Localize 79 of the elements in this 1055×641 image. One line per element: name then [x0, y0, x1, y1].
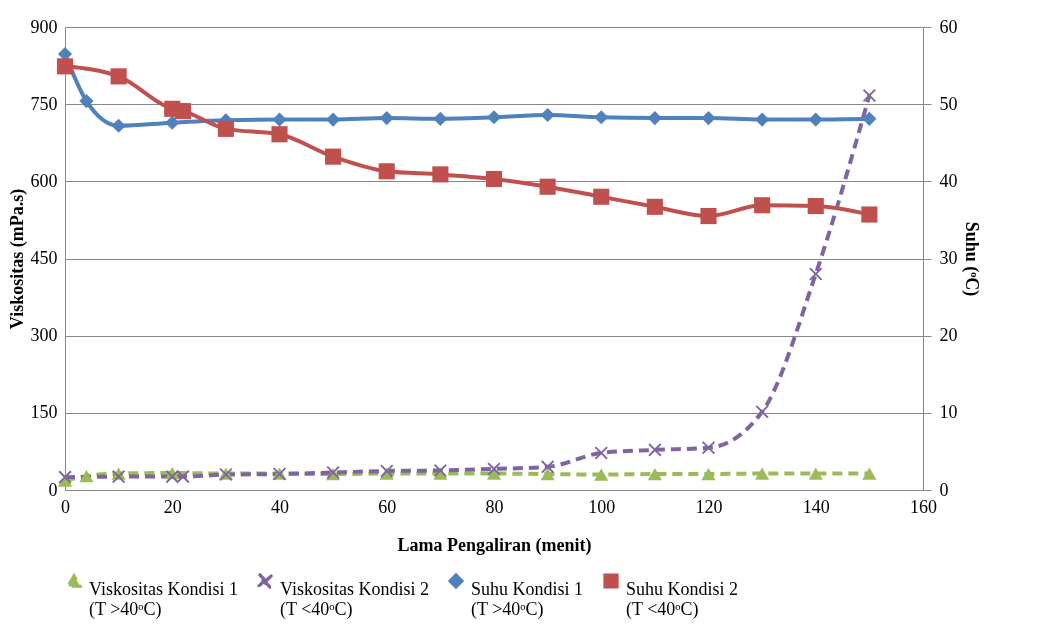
point	[378, 163, 395, 180]
point	[862, 88, 876, 102]
x-tick-label: 60	[378, 496, 397, 517]
point	[271, 126, 288, 143]
point	[701, 441, 716, 455]
point	[861, 206, 878, 223]
point	[755, 405, 769, 419]
point	[433, 463, 447, 477]
point	[56, 58, 74, 75]
x-tick-label: 100	[588, 496, 616, 517]
point	[325, 148, 342, 165]
point	[755, 112, 770, 127]
y-tick-label: 900	[30, 16, 58, 37]
y-tick-label: 150	[30, 402, 58, 423]
point	[593, 188, 610, 205]
point	[807, 197, 824, 215]
point	[646, 198, 663, 215]
y2-axis-title: Suhu (ᵒC)	[960, 221, 982, 297]
x-tick-label: 20	[163, 496, 182, 517]
point	[809, 267, 823, 281]
point	[594, 110, 609, 125]
point	[594, 468, 609, 481]
y2-tick-label: 50	[939, 93, 958, 114]
legend-label: Suhu Kondisi 2 (T <40ᵒC)	[626, 579, 739, 620]
x-tick-label: 120	[695, 496, 723, 517]
x-tick-label: 160	[910, 496, 937, 517]
point	[594, 446, 608, 460]
legend-label: Viskositas Kondisi 1 (T >40ᵒC)	[89, 579, 238, 620]
point	[754, 197, 771, 214]
point	[808, 467, 823, 480]
point	[217, 120, 234, 137]
point	[165, 115, 180, 130]
point	[540, 107, 555, 123]
point	[701, 110, 716, 126]
y2-tick-label: 20	[939, 325, 958, 346]
y-axis-title: Viskositas (mPa.s)	[6, 188, 28, 330]
x-tick-label: 140	[802, 496, 830, 517]
legend-label: Viskositas Kondisi 2 (T <40ᵒC)	[280, 579, 429, 620]
y2-tick-label: 40	[939, 170, 958, 191]
point	[79, 94, 94, 109]
point	[862, 111, 877, 126]
point	[487, 462, 501, 476]
point	[111, 118, 126, 133]
y-tick-label: 600	[30, 170, 58, 191]
point	[808, 112, 823, 127]
point	[112, 470, 126, 484]
point	[701, 467, 716, 481]
point	[862, 467, 877, 480]
y-tick-label: 0	[48, 479, 58, 500]
y2-tick-label: 10	[939, 402, 958, 423]
point	[174, 103, 192, 120]
point	[647, 467, 662, 481]
x-tick-label: 40	[271, 496, 289, 517]
point	[755, 467, 770, 480]
point	[79, 469, 94, 483]
y-tick-label: 450	[30, 248, 58, 268]
point	[58, 470, 72, 484]
point	[432, 166, 449, 183]
point	[486, 110, 502, 125]
point	[485, 170, 503, 188]
x-tick-label: 80	[485, 496, 504, 517]
y-tick-label: 750	[30, 93, 58, 114]
point	[433, 111, 448, 126]
point	[700, 208, 717, 225]
point	[326, 112, 341, 127]
point	[647, 110, 662, 126]
point	[541, 460, 555, 474]
y2-tick-label: 0	[939, 479, 949, 500]
point	[540, 467, 555, 481]
y2-tick-label: 60	[939, 16, 958, 37]
point	[539, 178, 556, 195]
point	[648, 443, 662, 457]
point	[379, 110, 394, 126]
point	[272, 112, 287, 127]
legend-label: Suhu Kondisi 1 (T >40ᵒC)	[471, 579, 584, 620]
y-tick-label: 300	[30, 325, 58, 346]
point	[110, 68, 127, 85]
y2-tick-label: 30	[939, 248, 958, 268]
x-axis-title: Lama Pengaliran (menit)	[397, 534, 592, 556]
